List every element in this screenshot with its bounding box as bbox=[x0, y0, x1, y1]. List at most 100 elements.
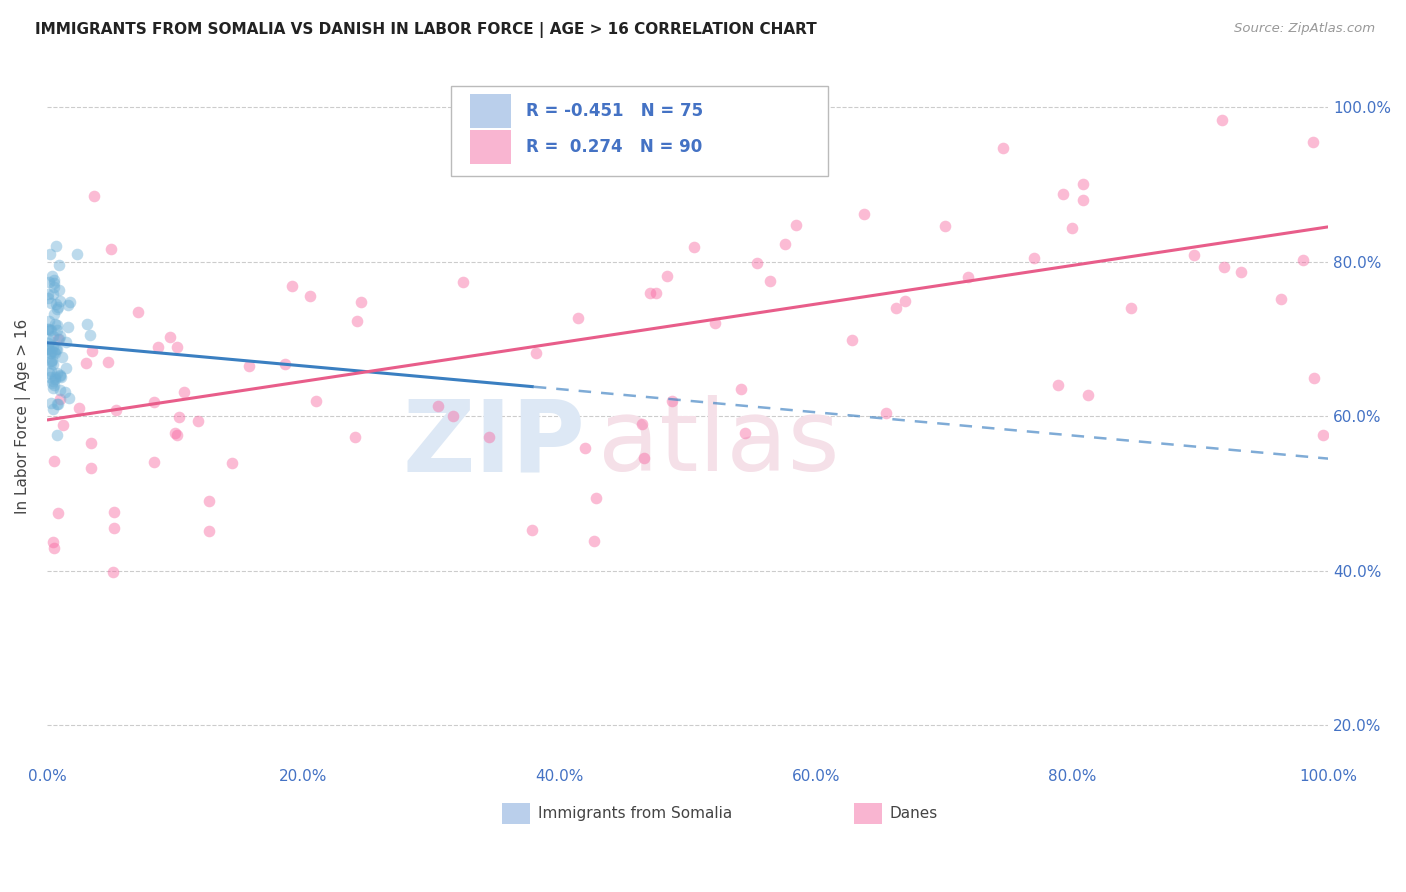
Point bbox=[49, 383, 72, 397]
Point bbox=[583, 534, 606, 549]
Point bbox=[37, 291, 59, 305]
Point bbox=[1052, 186, 1074, 201]
Point bbox=[42, 329, 65, 343]
Point bbox=[42, 279, 65, 293]
Point bbox=[441, 409, 464, 423]
Point bbox=[661, 393, 683, 408]
Point bbox=[44, 372, 66, 386]
FancyBboxPatch shape bbox=[470, 130, 510, 164]
Point bbox=[1211, 112, 1233, 127]
Point bbox=[100, 242, 122, 256]
Point bbox=[58, 391, 80, 405]
Point bbox=[44, 346, 66, 360]
Point bbox=[37, 342, 59, 356]
Text: Source: ZipAtlas.com: Source: ZipAtlas.com bbox=[1234, 22, 1375, 36]
Point bbox=[65, 247, 87, 261]
Point bbox=[41, 343, 63, 358]
Point bbox=[198, 494, 221, 508]
Point bbox=[427, 399, 450, 413]
Point bbox=[103, 505, 125, 519]
Point bbox=[165, 425, 187, 440]
Point bbox=[49, 368, 72, 382]
Point bbox=[41, 376, 63, 391]
Point bbox=[1060, 221, 1083, 235]
Y-axis label: In Labor Force | Age > 16: In Labor Force | Age > 16 bbox=[15, 318, 31, 514]
Point bbox=[343, 430, 366, 444]
Point bbox=[574, 441, 596, 455]
Point bbox=[45, 239, 67, 253]
Point bbox=[37, 287, 59, 301]
Point bbox=[1182, 248, 1205, 262]
Point bbox=[42, 454, 65, 468]
Point bbox=[745, 256, 768, 270]
Point bbox=[1071, 177, 1094, 191]
Point bbox=[238, 359, 260, 373]
Point bbox=[934, 219, 956, 233]
Point bbox=[1121, 301, 1143, 315]
Point bbox=[46, 506, 69, 520]
Point bbox=[759, 274, 782, 288]
Point bbox=[1047, 378, 1070, 392]
Point bbox=[197, 524, 219, 538]
Point bbox=[41, 381, 63, 395]
Point bbox=[884, 301, 907, 315]
Point bbox=[645, 285, 668, 300]
Point bbox=[39, 323, 62, 337]
Point bbox=[894, 293, 917, 308]
Point bbox=[37, 321, 59, 335]
Point bbox=[37, 335, 59, 350]
Point bbox=[46, 397, 69, 411]
Point bbox=[1230, 264, 1253, 278]
Point bbox=[638, 285, 661, 300]
Point bbox=[39, 296, 62, 310]
Point bbox=[52, 418, 75, 433]
Point bbox=[159, 329, 181, 343]
Point bbox=[1292, 253, 1315, 268]
Point bbox=[173, 384, 195, 399]
Point bbox=[58, 319, 80, 334]
Point bbox=[305, 393, 328, 408]
Point bbox=[526, 346, 548, 360]
Point bbox=[734, 425, 756, 440]
Point bbox=[45, 366, 67, 380]
Point bbox=[46, 397, 69, 411]
Point bbox=[37, 321, 59, 335]
Point bbox=[53, 385, 76, 400]
Point bbox=[38, 323, 60, 337]
Point bbox=[957, 269, 980, 284]
Point bbox=[38, 275, 60, 289]
Point bbox=[51, 351, 73, 365]
Point bbox=[39, 246, 62, 260]
Point bbox=[169, 410, 191, 425]
Point bbox=[46, 318, 69, 332]
Point bbox=[80, 344, 103, 359]
Point bbox=[48, 259, 70, 273]
Point bbox=[44, 369, 66, 384]
Point bbox=[39, 346, 62, 360]
FancyBboxPatch shape bbox=[502, 804, 530, 824]
Point bbox=[39, 334, 62, 348]
Point bbox=[346, 314, 368, 328]
Point bbox=[45, 343, 67, 357]
Point bbox=[142, 395, 165, 409]
Point bbox=[39, 364, 62, 378]
Point bbox=[80, 436, 103, 450]
Point bbox=[41, 286, 63, 301]
Point bbox=[853, 207, 876, 221]
Point bbox=[42, 534, 65, 549]
Point bbox=[221, 456, 243, 470]
Point bbox=[841, 333, 863, 347]
Point bbox=[45, 296, 67, 310]
Point bbox=[1303, 370, 1326, 384]
Point bbox=[49, 392, 72, 406]
Point bbox=[166, 340, 188, 354]
Point bbox=[633, 450, 655, 465]
Point bbox=[49, 293, 72, 308]
Point bbox=[143, 455, 166, 469]
Point bbox=[38, 314, 60, 328]
Point bbox=[67, 401, 90, 415]
Point bbox=[48, 300, 70, 314]
Point bbox=[48, 283, 70, 297]
Point bbox=[1213, 260, 1236, 274]
Point bbox=[37, 343, 59, 357]
